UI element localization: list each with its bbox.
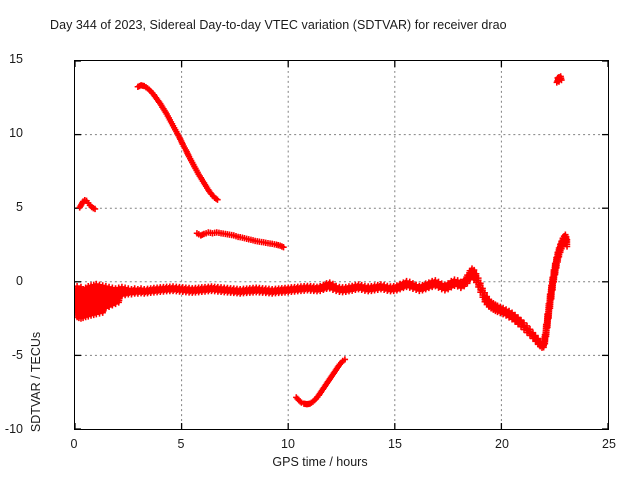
scatter-points — [75, 73, 571, 408]
x-tick-label: 20 — [495, 437, 509, 451]
data-series-group — [75, 73, 571, 408]
x-tick-label: 5 — [177, 437, 185, 451]
y-tick-label: 15 — [9, 52, 23, 66]
x-tick-label: 25 — [602, 437, 616, 451]
y-tick-label: 10 — [9, 126, 23, 140]
chart-title: Day 344 of 2023, Sidereal Day-to-day VTE… — [50, 18, 507, 32]
y-tick-label: -10 — [4, 422, 23, 436]
plot-frame — [74, 60, 609, 430]
gridlines — [75, 61, 608, 429]
y-tick-label: -5 — [11, 348, 23, 362]
y-axis-label: SDTVAR / TECUs — [29, 331, 43, 433]
plot-canvas — [75, 61, 608, 429]
tick-marks — [75, 61, 608, 429]
y-tick-label: 5 — [16, 200, 23, 214]
x-tick-label: 10 — [281, 437, 295, 451]
y-tick-label: 0 — [16, 274, 23, 288]
y-axis-label-wrap: SDTVAR / TECUs — [18, 165, 43, 432]
x-axis-label: GPS time / hours — [272, 455, 368, 469]
x-tick-label: 15 — [388, 437, 402, 451]
x-tick-label: 0 — [70, 437, 78, 451]
